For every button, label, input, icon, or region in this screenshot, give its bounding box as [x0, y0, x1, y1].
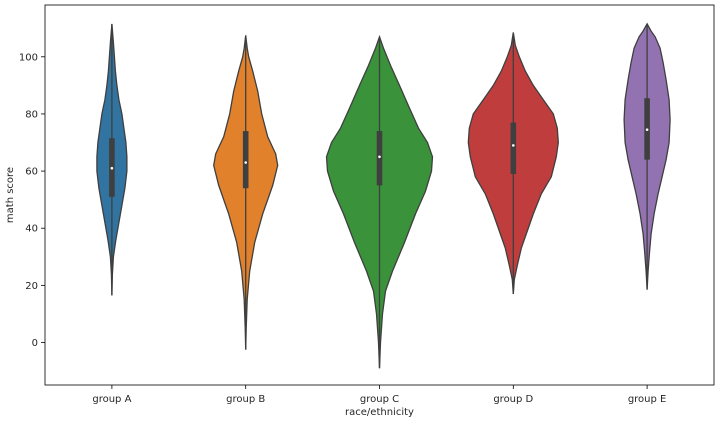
x-tick-label: group E: [628, 394, 667, 405]
iqr-box-group-C: [376, 131, 383, 186]
y-tick-label: 40: [25, 224, 38, 235]
median-dot-group-D: [512, 144, 515, 147]
axes-layer: 0 20 40 60 80 100 group A group B group C group D…: [5, 4, 715, 418]
median-dot-group-A: [110, 166, 114, 170]
x-tick-label: group D: [493, 394, 533, 405]
iqr-box-group-B: [242, 131, 249, 189]
x-axis-title: race/ethnicity: [345, 407, 414, 418]
x-tick-label: group C: [360, 394, 399, 405]
y-tick-label: 100: [19, 52, 38, 63]
x-tick-label: group B: [226, 394, 265, 405]
y-tick-label: 0: [32, 338, 38, 349]
y-tick-label: 80: [25, 109, 38, 120]
x-tick-label: group A: [92, 394, 131, 405]
violins-layer: [96, 22, 671, 369]
y-tick-label: 60: [25, 167, 38, 178]
median-dot-group-B: [244, 161, 247, 164]
y-tick-label: 20: [25, 281, 38, 292]
y-axis-title: math score: [5, 167, 16, 223]
iqr-box-group-D: [510, 122, 517, 174]
median-dot-group-C: [378, 155, 381, 159]
median-dot-group-E: [645, 128, 649, 131]
